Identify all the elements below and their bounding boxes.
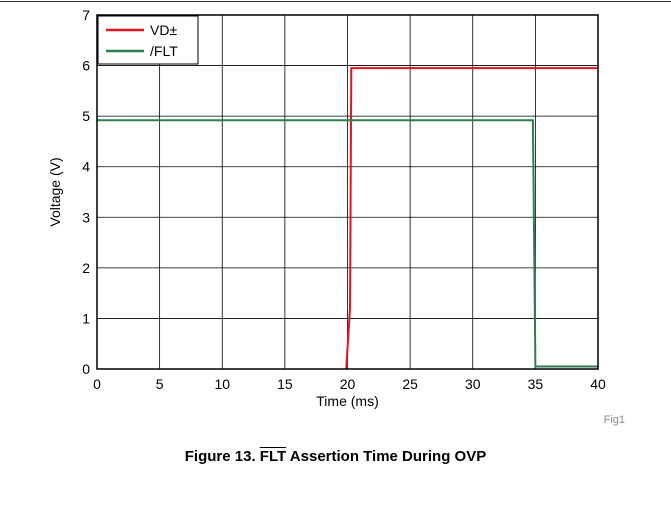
- y-tick-label: 4: [82, 159, 90, 175]
- figure-id: Fig1: [604, 414, 625, 426]
- x-tick-label: 5: [156, 376, 164, 392]
- caption-prefix: Figure 13.: [184, 448, 256, 465]
- x-tick-label: 30: [465, 376, 481, 392]
- voltage-time-chart: 0 5 10 15 20 25 30 35 40 0 1 2 3 4 5 6 7 Time (ms) Volta…: [47, 7, 625, 426]
- tick-labels: 0 5 10 15 20 25 30 35 40 0 1 2 3 4 5 6 7: [82, 7, 606, 392]
- x-tick-label: 15: [277, 376, 293, 392]
- legend-box: [97, 15, 199, 65]
- y-tick-label: 2: [82, 260, 90, 276]
- legend-label: /FLT: [150, 43, 178, 59]
- plot-frame: [96, 14, 599, 370]
- x-tick-label: 10: [214, 376, 230, 392]
- figure-caption: Figure 13. FLT Assertion Time During OVP: [0, 448, 671, 465]
- y-tick-label: 0: [82, 361, 90, 377]
- y-tick-label: 3: [82, 209, 90, 225]
- x-tick-label: 0: [93, 376, 101, 392]
- caption-suffix: Assertion Time During OVP: [289, 448, 487, 465]
- series-line-1: [97, 119, 598, 368]
- legend-label: VD±: [150, 22, 177, 38]
- x-axis-label: Time (ms): [316, 393, 378, 409]
- series-line-0: [345, 67, 598, 370]
- caption-signal: FLT: [259, 448, 287, 465]
- top-rule: [0, 1, 671, 2]
- legend: VD± /FLT: [97, 15, 199, 65]
- y-tick-label: 6: [82, 58, 90, 74]
- x-tick-label: 40: [590, 376, 606, 392]
- series-group: [97, 67, 598, 370]
- x-tick-label: 25: [402, 376, 418, 392]
- y-tick-label: 5: [82, 108, 90, 124]
- x-tick-label: 20: [340, 376, 356, 392]
- y-tick-label: 7: [82, 7, 90, 23]
- y-axis-label: Voltage (V): [47, 157, 63, 226]
- y-tick-label: 1: [82, 310, 90, 326]
- x-tick-label: 35: [528, 376, 544, 392]
